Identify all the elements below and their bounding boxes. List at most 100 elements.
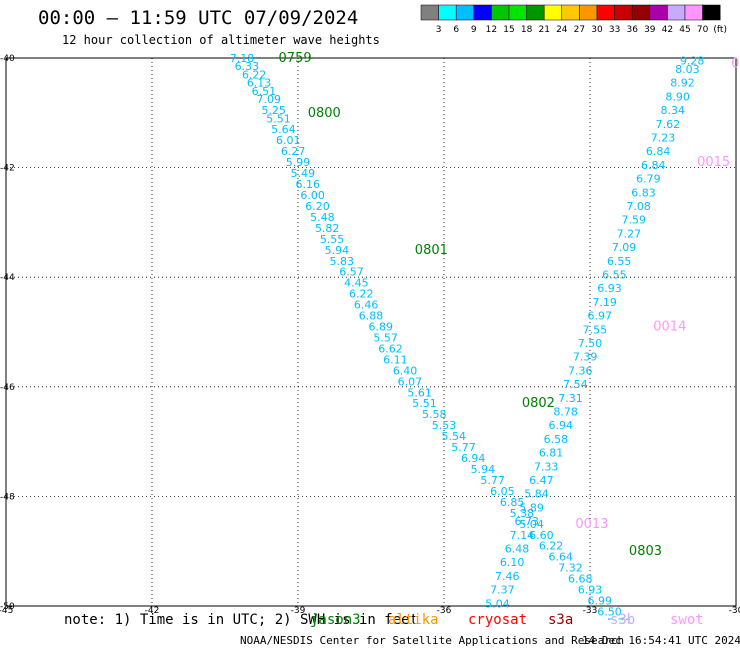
- scale-label: 70: [697, 25, 709, 35]
- swh-point: 6.88: [359, 310, 384, 323]
- swh-point: 6.20: [305, 200, 330, 213]
- legend-jason3: jason3: [310, 612, 361, 628]
- swh-point: 5.53: [432, 419, 457, 432]
- track-time-label: 0014: [653, 320, 686, 335]
- scale-label: 15: [503, 25, 514, 35]
- swh-point: 6.55: [607, 255, 632, 268]
- y-tick-label: -48: [0, 492, 15, 502]
- scale-label: 45: [679, 25, 690, 35]
- swh-point: 7.33: [534, 460, 559, 473]
- timestamp-text: 14 Dec 16:54:41 UTC 2024: [582, 634, 740, 647]
- swh-point: 5.94: [471, 463, 496, 476]
- track-time-label: 0013: [575, 517, 608, 532]
- scale-label: 9: [471, 25, 477, 35]
- swh-point: 7.46: [495, 570, 520, 583]
- swh-point: 6.62: [378, 342, 403, 355]
- swh-point: 5.57: [373, 331, 398, 344]
- swh-point: 6.11: [383, 353, 408, 366]
- swh-point: 8.92: [670, 77, 695, 90]
- swh-point: 5.04: [519, 518, 544, 531]
- swh-point: 5.55: [320, 233, 345, 246]
- swh-point: 5.70: [607, 616, 632, 620]
- track-time-label: 0800: [308, 106, 341, 121]
- y-tick-label: -40: [0, 54, 15, 64]
- swh-point: 6.57: [339, 266, 364, 279]
- x-tick-label: -42: [145, 606, 160, 616]
- swh-point: 7.50: [578, 337, 603, 350]
- swh-point: 8.90: [665, 90, 690, 103]
- swh-point: 6.40: [393, 364, 418, 377]
- swh-point: 5.94: [325, 244, 350, 257]
- swh-point: 6.58: [544, 433, 569, 446]
- swh-point: 6.94: [549, 419, 574, 432]
- swh-point: 7.18: [230, 52, 255, 65]
- swh-point: 6.97: [587, 310, 612, 323]
- track-time-label: 0016: [731, 56, 740, 71]
- swh-point: 6.60: [529, 529, 554, 542]
- swh-point: 7.59: [622, 214, 647, 227]
- footer-note: note: 1) Time is in UTC; 2) SWH is in fe…: [64, 612, 419, 628]
- swh-point: 7.62: [656, 118, 681, 131]
- swh-point: 6.99: [587, 595, 612, 608]
- swh-point: 7.55: [583, 323, 608, 336]
- swh-point: 6.51: [252, 85, 277, 98]
- swh-point: 6.16: [295, 178, 320, 191]
- track-time-label: 0759: [279, 51, 312, 66]
- scale-label: 27: [574, 25, 585, 35]
- swh-point: 5.54: [441, 430, 466, 443]
- scale-label: 42: [662, 25, 673, 35]
- scale-label: 3: [436, 25, 442, 35]
- swh-point: 9.28: [680, 55, 705, 68]
- swh-point: 5.49: [291, 167, 316, 180]
- swh-point: 7.36: [568, 364, 593, 377]
- swh-point: 6.89: [368, 321, 393, 334]
- scale-label: 33: [609, 25, 620, 35]
- legend-altika: altika: [388, 612, 439, 628]
- swh-point: 5.61: [407, 386, 432, 399]
- plot-frame: [5, 57, 737, 607]
- swh-point: 7.37: [490, 584, 515, 597]
- swh-point: 7.14: [510, 529, 535, 542]
- swh-point: 5.48: [310, 211, 335, 224]
- swh-point: 5.51: [266, 112, 291, 125]
- swh-point: 6.27: [281, 145, 306, 158]
- swh-point: 5.38: [510, 507, 535, 520]
- swh-point: 4.45: [344, 277, 369, 290]
- track-time-label: 0802: [522, 396, 555, 411]
- legend-s3a: s3a: [548, 612, 574, 628]
- swh-point: 5.82: [315, 222, 340, 235]
- legend-swot: swot: [670, 612, 704, 628]
- swh-point: 6.07: [398, 375, 423, 388]
- scale-label: 30: [591, 25, 603, 35]
- swh-point: 7.09: [257, 93, 282, 106]
- scale-label: 6: [453, 25, 459, 35]
- swh-point: 7.31: [558, 392, 583, 405]
- swh-point: 6.22: [539, 540, 564, 553]
- swh-point: 7.32: [558, 562, 583, 575]
- swh-point: 5.58: [422, 408, 447, 421]
- y-tick-label: -46: [0, 383, 15, 393]
- scale-label: 24: [556, 25, 568, 35]
- swh-point: 7.23: [651, 131, 676, 144]
- swh-point: 5.89: [519, 501, 544, 514]
- swh-point: 7.27: [617, 227, 642, 240]
- swh-point: 6.79: [636, 173, 661, 186]
- swh-point: 6.55: [602, 268, 627, 281]
- swh-point: 6.84: [646, 145, 671, 158]
- scale-label: (ft): [713, 25, 727, 35]
- swh-point: 8.34: [660, 104, 685, 117]
- y-tick-label: -50: [0, 602, 15, 612]
- swh-point: 6.01: [276, 134, 301, 147]
- swh-point: 6.68: [568, 573, 593, 586]
- scale-label: 39: [644, 25, 656, 35]
- swh-point: 6.47: [529, 474, 554, 487]
- swh-point: 6.83: [631, 186, 656, 199]
- y-tick-label: -42: [0, 164, 15, 174]
- scale-label: 36: [626, 25, 638, 35]
- track-time-label: 0015: [697, 155, 730, 170]
- swh-point: 5.04: [485, 597, 510, 610]
- swh-point: 6.05: [490, 485, 515, 498]
- legend-cryosat: cryosat: [468, 612, 528, 628]
- track-time-label: 0803: [629, 544, 662, 559]
- scale-label: 21: [538, 25, 549, 35]
